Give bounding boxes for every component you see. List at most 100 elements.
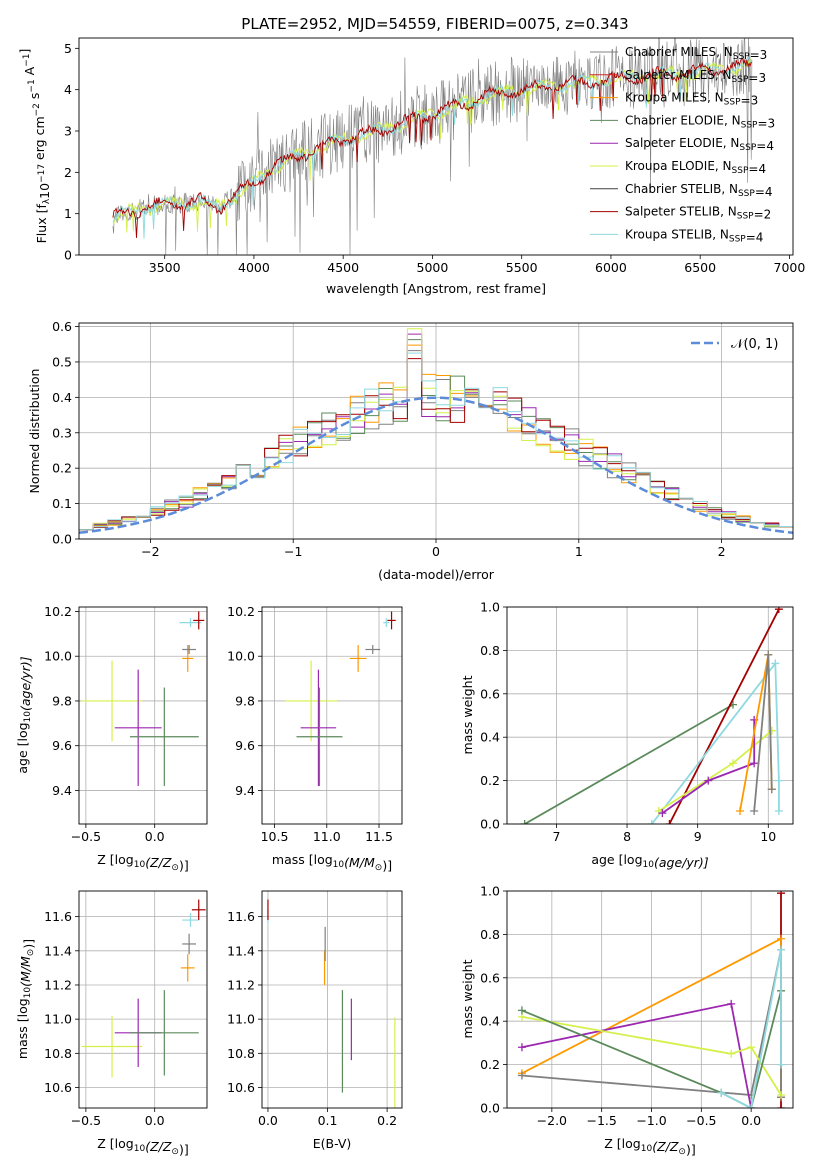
y-tick-label: 5: [64, 41, 72, 56]
massweight-Z-marker: [517, 1071, 526, 1080]
x-tick-label: 0.0: [258, 1113, 278, 1128]
y-tick-label: 9.4: [235, 783, 255, 798]
massweight-vs-Z-axes: −2.0 −1.5 −1.0 −0.5 0.0 0.0 0.2 0.4 0.6 0.8 1.0: [480, 884, 794, 1128]
y-tick-label: 9.8: [52, 693, 72, 708]
x-tick-label: 7: [552, 829, 560, 844]
mass-Z-xlabel: Z [log10(Z/Z⊙)]: [97, 1136, 188, 1157]
massweight-age-marker: [767, 726, 776, 735]
axes-frame: [506, 606, 794, 825]
massweight-age-marker: [750, 759, 759, 768]
massweight-age-marker: [774, 776, 783, 785]
y-tick-label: 10.2: [227, 604, 255, 619]
y-tick-label: 0.0: [480, 1101, 500, 1116]
y-tick-label: 0.3: [52, 425, 72, 440]
massweight-age-marker: [665, 820, 674, 824]
plot-area: [517, 891, 786, 1108]
massweight-Z-ylabel: mass weight: [460, 959, 475, 1038]
y-tick-label: 9.6: [52, 738, 72, 753]
x-tick-label: 0.0: [741, 1113, 761, 1128]
x-tick-label: 5500: [506, 260, 538, 275]
y-tick-label: 11.2: [227, 977, 255, 992]
legend-label: Kroupa STELIB, NSSP=4: [625, 227, 763, 244]
plot-area: [284, 611, 396, 786]
y-tick-label: 1.0: [480, 884, 500, 899]
massweight-Z-marker: [727, 999, 736, 1008]
mass-Z-ylabel: mass [log10(M/M⊙)]: [15, 939, 36, 1059]
x-tick-label: 8: [623, 829, 631, 844]
residuals-xlabel: (data-model)/error: [378, 567, 495, 582]
axes-frame: [506, 890, 794, 1109]
y-tick-label: 10.0: [44, 649, 72, 664]
massweight-age-marker: [774, 806, 783, 815]
x-tick-label: 10: [760, 829, 776, 844]
model-spectrum-line: [112, 58, 752, 233]
axes-frame: [78, 606, 208, 825]
x-tick-label: 4000: [238, 260, 270, 275]
spectrum-legend: Chabrier MILES, NSSP=3 Salpeter MILES, NS…: [590, 45, 775, 244]
residual-histogram: [79, 352, 793, 531]
legend-label: Kroupa MILES, NSSP=3: [625, 91, 758, 108]
y-tick-label: 9.4: [52, 783, 72, 798]
mass-vs-ebv-axes: 0.0 0.1 0.2 10.6 10.8 11.0 11.2 11.4 11.6: [227, 890, 403, 1128]
massweight-Z-marker: [777, 891, 786, 898]
y-tick-label: 11.4: [44, 943, 72, 958]
legend-label: Chabrier MILES, NSSP=3: [625, 45, 767, 62]
massweight-Z-line: [521, 1016, 782, 1096]
y-tick-label: 11.6: [44, 909, 72, 924]
axes-frame: [261, 890, 403, 1109]
y-tick-label: 0.8: [480, 643, 500, 658]
spectrum-xlabel: wavelength [Angstrom, rest frame]: [326, 281, 546, 296]
x-tick-label: 2: [718, 544, 726, 559]
plot-area: [267, 899, 396, 1108]
x-tick-label: 6500: [684, 260, 716, 275]
y-tick-label: 0.6: [480, 686, 500, 701]
x-tick-label: −2.0: [537, 1113, 567, 1128]
massweight-Z-marker: [717, 1088, 726, 1097]
mass-ebv-xlabel: E(B-V): [313, 1136, 352, 1151]
model-spectrum-line: [112, 57, 752, 238]
residuals-ylabel: Normed distribution: [27, 369, 42, 494]
age-Z-xlabel: Z [log10(Z/Z⊙)]: [97, 852, 188, 873]
y-tick-label: 1.0: [480, 600, 500, 615]
gaussian-curve: [79, 396, 793, 535]
plot-area: [81, 611, 205, 786]
age-vs-Z-axes: −0.5 0.0 9.4 9.6 9.8 10.0 10.2: [44, 604, 208, 844]
y-tick-label: 0.4: [480, 1014, 500, 1029]
y-tick-label: 1: [64, 206, 72, 221]
x-tick-label: 9: [694, 829, 702, 844]
y-tick-label: 0.5: [52, 354, 72, 369]
x-tick-label: 7000: [774, 260, 806, 275]
massweight-Z-marker: [777, 1090, 786, 1099]
massweight-age-marker: [658, 809, 667, 818]
massweight-age-marker: [774, 607, 783, 614]
mass-vs-Z-axes: −0.5 0.0 10.6 10.8 11.0 11.2 11.4 11.6: [44, 890, 208, 1128]
legend-label: Kroupa ELODIE, NSSP=4: [625, 159, 766, 176]
legend-label: Chabrier ELODIE, NSSP=3: [625, 113, 775, 130]
x-tick-label: 5000: [417, 260, 449, 275]
massweight-age-line: [524, 703, 734, 824]
massweight-Z-marker: [777, 1060, 786, 1069]
massweight-age-marker: [728, 759, 737, 768]
y-tick-label: 4: [64, 82, 72, 97]
plot-area: [81, 899, 206, 1078]
x-tick-label: 4500: [327, 260, 359, 275]
legend-label: Salpeter MILES, NSSP=3: [625, 68, 766, 85]
y-tick-label: 11.0: [44, 1012, 72, 1027]
y-tick-label: 10.0: [227, 649, 255, 664]
y-tick-label: 9.6: [235, 738, 255, 753]
gaussian-legend-label: 𝒩(0, 1): [731, 337, 778, 352]
age-vs-mass-axes: 10.5 11.0 11.5 9.4 9.6 9.8 10.0 10.2: [227, 604, 403, 844]
y-tick-label: 0.6: [480, 970, 500, 985]
x-tick-label: 6000: [595, 260, 627, 275]
page-title: PLATE=2952, MJD=54559, FIBERID=0075, z=0…: [241, 15, 628, 33]
massweight-age-marker: [704, 776, 713, 785]
massweight-age-marker: [771, 659, 780, 668]
spectrum-axes: 3500 4000 4500 5000 5500 6000 6500 7000 0 1 2 3 4 5: [64, 37, 806, 275]
massweight-Z-marker: [517, 1043, 526, 1052]
massweight-Z-marker: [777, 934, 786, 943]
y-tick-label: 10.8: [227, 1046, 255, 1061]
y-tick-label: 0.2: [480, 773, 500, 788]
x-tick-label: 0.1: [318, 1113, 338, 1128]
x-tick-label: 0.2: [377, 1113, 397, 1128]
